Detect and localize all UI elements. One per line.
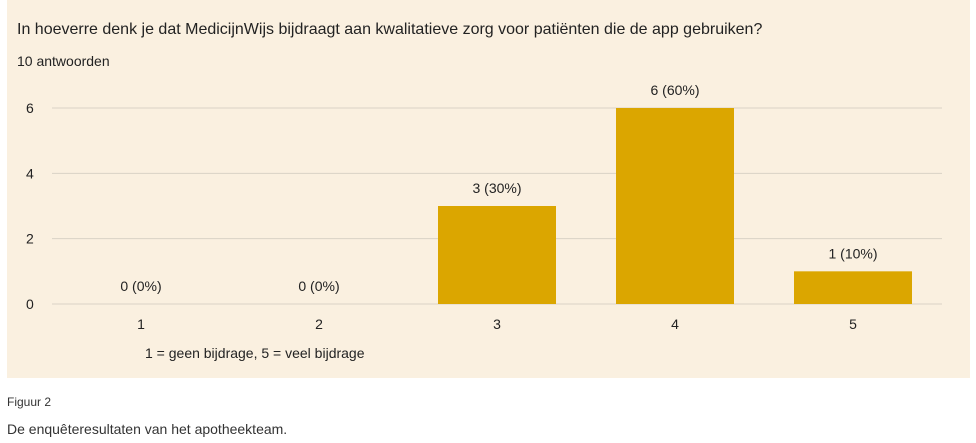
y-tick-label: 6	[26, 100, 34, 116]
x-tick-label: 5	[849, 316, 857, 332]
data-label: 3 (30%)	[472, 180, 521, 196]
chart-title: In hoeverre denk je dat MedicijnWijs bij…	[17, 21, 763, 38]
figure-label: Figuur 2	[7, 395, 52, 409]
y-tick-label: 4	[26, 165, 34, 181]
data-label: 0 (0%)	[298, 278, 339, 294]
figure-caption: De enquêteresultaten van het apotheektea…	[7, 421, 288, 437]
x-axis-label: 1 = geen bijdrage, 5 = veel bijdrage	[145, 345, 365, 361]
data-label: 0 (0%)	[120, 278, 161, 294]
x-tick-label: 2	[315, 316, 323, 332]
y-tick-label: 2	[26, 231, 34, 247]
bar-chart: 0 2 4 6 0 (0%) 1 0 (0%) 2 3 (30%) 3 6 (60%) 4 1 (10%…	[26, 82, 942, 361]
bar-3	[438, 206, 556, 304]
x-tick-label: 1	[137, 316, 145, 332]
response-count: 10 antwoorden	[17, 53, 110, 69]
data-label: 6 (60%)	[650, 82, 699, 98]
data-label: 1 (10%)	[828, 245, 877, 261]
chart-panel	[7, 0, 970, 378]
x-tick-label: 3	[493, 316, 501, 332]
bar-5	[794, 271, 912, 304]
y-tick-label: 0	[26, 296, 34, 312]
x-tick-label: 4	[671, 316, 679, 332]
bar-4	[616, 108, 734, 304]
